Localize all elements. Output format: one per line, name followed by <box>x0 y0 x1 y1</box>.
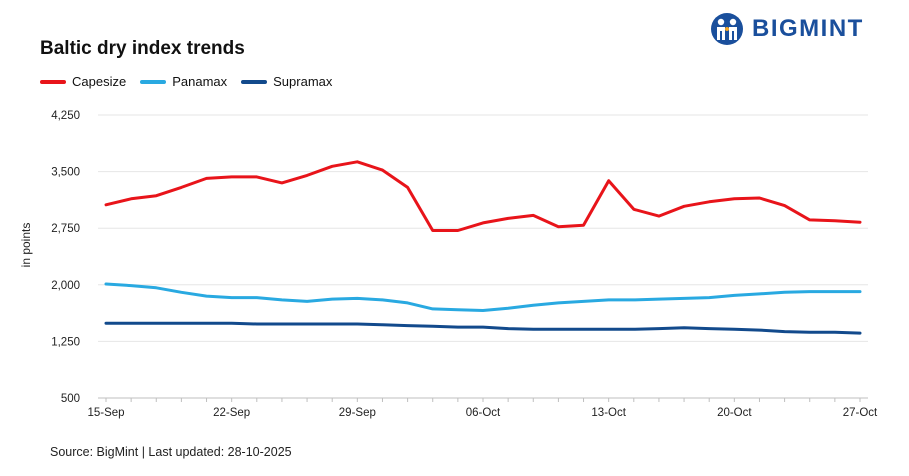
bigmint-logo-icon <box>711 13 743 45</box>
chart-legend: Capesize Panamax Supramax <box>40 74 332 89</box>
y-axis-label: in points <box>19 223 33 268</box>
x-tick-label: 22-Sep <box>213 407 250 419</box>
y-tick-label: 500 <box>61 393 80 405</box>
series-line-panamax <box>104 282 862 312</box>
x-tick-label: 06-Oct <box>466 407 501 419</box>
legend-item-supramax: Supramax <box>241 74 332 89</box>
x-tick-label: 27-Oct <box>843 407 878 419</box>
y-tick-label: 2,750 <box>51 223 80 235</box>
x-tick-label: 15-Sep <box>87 407 124 419</box>
legend-item-panamax: Panamax <box>140 74 227 89</box>
y-tick-label: 1,250 <box>51 336 80 348</box>
legend-swatch-supramax <box>241 79 268 84</box>
series-line-capesize <box>104 160 862 232</box>
y-tick-label: 4,250 <box>51 110 80 122</box>
chart-title: Baltic dry index trends <box>40 38 245 59</box>
legend-label-capesize: Capesize <box>72 74 127 89</box>
y-tick-label: 2,000 <box>51 280 80 292</box>
series-line-supramax <box>104 321 862 335</box>
legend-label-panamax: Panamax <box>172 74 228 89</box>
bigmint-logo: BIGMINT <box>710 12 900 46</box>
legend-swatch-capesize <box>40 79 66 84</box>
legend-swatch-panamax <box>140 79 167 84</box>
legend-item-capesize: Capesize <box>40 74 126 89</box>
legend-label-supramax: Supramax <box>273 74 333 89</box>
x-tick-label: 29-Sep <box>339 407 376 419</box>
y-tick-label: 3,500 <box>51 167 80 179</box>
x-tick-label: 20-Oct <box>717 407 752 419</box>
brand-name: BIGMINT <box>752 15 864 42</box>
source-note: Source: BigMint | Last updated: 28-10-20… <box>50 445 292 459</box>
x-tick-label: 13-Oct <box>591 407 626 419</box>
